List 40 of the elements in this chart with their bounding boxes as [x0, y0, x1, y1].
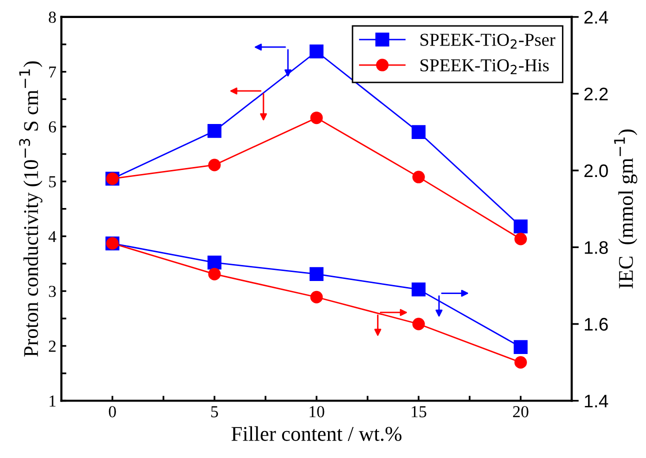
- y-tick-label: 7: [49, 66, 56, 78]
- point: [310, 267, 324, 282]
- x-axis-title: Filler content / wt.%: [232, 426, 402, 442]
- point: [412, 318, 425, 330]
- y2-tick-label: 1.6: [584, 318, 608, 331]
- y2-tick-label: 2.0: [584, 164, 608, 178]
- legend-label: SPEEK-TiO$_{2}$-Pser: [420, 34, 556, 49]
- y2-axis-title: IEC (mmol gm$^{−1}$): [614, 130, 638, 288]
- y-tick-label: 5: [49, 176, 56, 188]
- y-tick-label: 2: [48, 340, 56, 352]
- x-tick-label: 20: [513, 406, 528, 418]
- x-tick-label: 5: [211, 406, 218, 418]
- point: [412, 282, 426, 296]
- y2-tick-label: 1.8: [584, 241, 608, 254]
- y2-tick-label: 1.4: [584, 394, 608, 408]
- x-tick-label: 10: [310, 406, 324, 418]
- point: [514, 356, 527, 369]
- x-tick-label: 0: [108, 406, 116, 418]
- y2-tick-label: 2.2: [584, 88, 608, 100]
- point: [412, 170, 425, 184]
- point: [208, 256, 222, 270]
- point: [208, 124, 222, 138]
- point: [310, 112, 323, 124]
- point: [310, 44, 324, 58]
- legend-label: SPEEK-TiO$_{2}$-His: [420, 59, 549, 74]
- y-tick-label: 8: [48, 12, 56, 23]
- y-tick-label: 6: [48, 121, 56, 133]
- point: [412, 125, 426, 140]
- point: [514, 219, 528, 234]
- point: [514, 340, 528, 354]
- point: [208, 158, 221, 172]
- y-tick-label: 3: [48, 286, 56, 298]
- point: [208, 268, 221, 280]
- x-tick-label: 15: [412, 406, 426, 418]
- y-axis-title: Proton conductivity (10$^{−3}$ S cm$^{−1}$): [19, 61, 42, 357]
- point: [514, 232, 527, 246]
- y-tick-label: 1: [50, 396, 56, 407]
- y-tick-label: 4: [48, 231, 56, 242]
- y2-tick-label: 2.4: [584, 10, 608, 24]
- point: [310, 290, 323, 304]
